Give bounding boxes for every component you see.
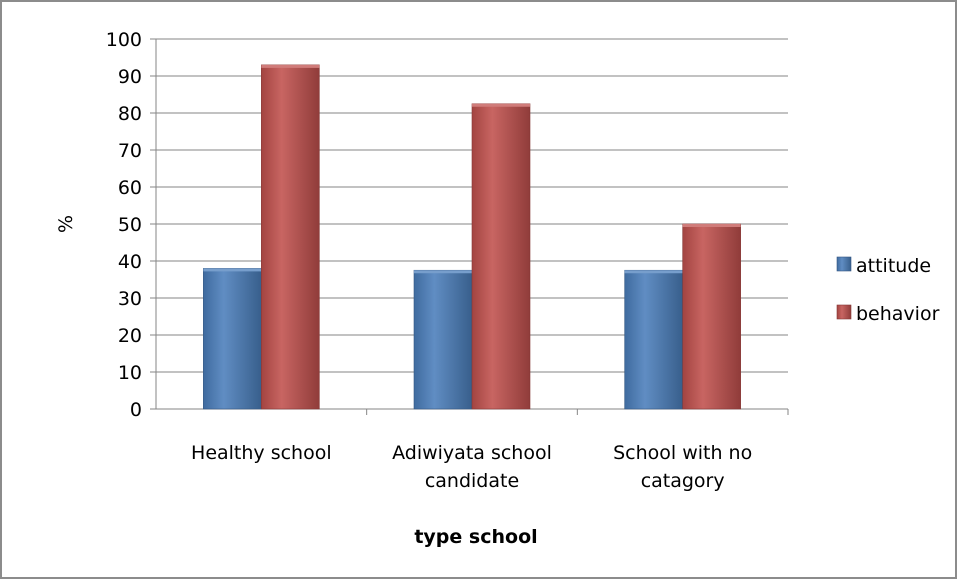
y-tick-labels: 0 10 20 30 40 50 60 70 80 90 100	[106, 29, 142, 421]
y-tick-label: 100	[106, 29, 142, 51]
y-axis-label: %	[55, 215, 77, 233]
bar-top-highlight	[261, 64, 320, 68]
y-tick-label: 20	[118, 325, 142, 347]
bar-behavior-1	[471, 103, 531, 410]
y-tick-label: 70	[118, 140, 142, 162]
bar-top-highlight	[624, 270, 683, 274]
x-axis-label: type school	[414, 526, 537, 548]
y-tick-label: 50	[118, 214, 142, 236]
x-category-label: School with no catagory	[613, 442, 752, 492]
bar-behavior-0	[261, 64, 320, 410]
legend-swatch-behavior	[836, 304, 852, 320]
legend-label-attitude: attitude	[856, 255, 931, 277]
x-category-label: Healthy school	[191, 442, 332, 464]
bars	[203, 64, 741, 410]
y-tick-label: 90	[118, 66, 142, 88]
x-category-label: Adiwiyata school candidate	[392, 442, 552, 492]
y-tick-label: 40	[118, 251, 142, 273]
bar-top-highlight	[682, 224, 741, 227]
y-tick-label: 0	[130, 399, 142, 421]
bar-top-highlight	[414, 270, 472, 274]
bar-attitude-0	[203, 268, 262, 410]
bar-behavior-2	[682, 223, 741, 410]
legend-swatch-attitude	[836, 256, 852, 272]
y-tick-label: 80	[118, 103, 142, 125]
y-tick-label: 30	[118, 288, 142, 310]
bar-attitude-1	[413, 269, 473, 410]
bar-top-highlight	[203, 268, 262, 272]
y-tick-label: 10	[118, 362, 142, 384]
y-tick-label: 60	[118, 177, 142, 199]
bar-top-highlight	[472, 103, 530, 107]
x-category-labels: Healthy school Adiwiyata school candidate S…	[191, 442, 752, 492]
bar-attitude-2	[624, 269, 683, 410]
legend: attitude behavior	[836, 255, 940, 325]
legend-label-behavior: behavior	[856, 303, 940, 325]
